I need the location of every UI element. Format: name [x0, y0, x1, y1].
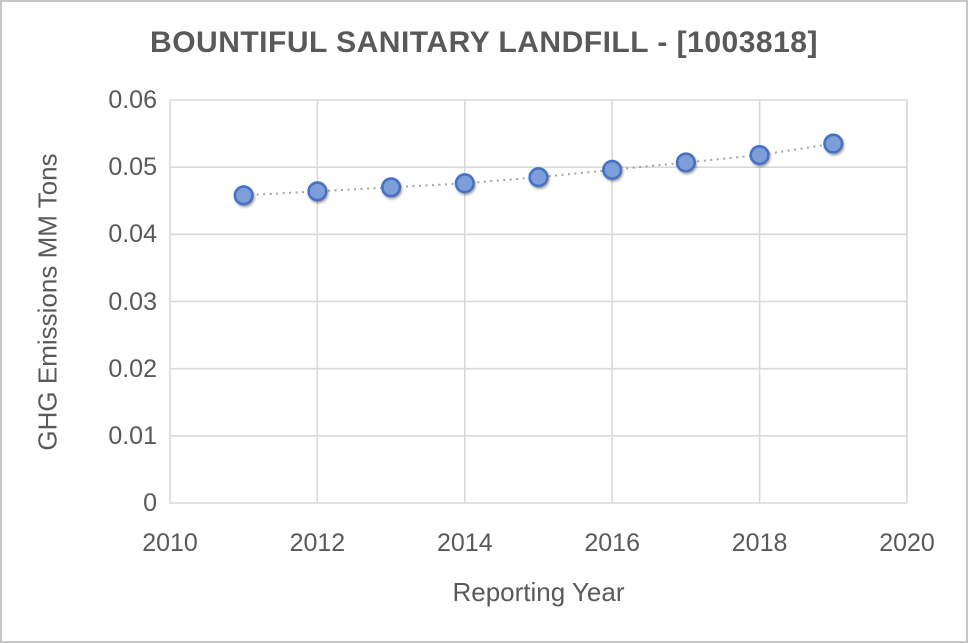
y-tick-label-0.04: 0.04 — [108, 220, 157, 249]
x-tick-label-2010: 2010 — [142, 529, 198, 557]
data-point-2012 — [307, 181, 328, 202]
y-tick-label-0.03: 0.03 — [108, 287, 157, 316]
y-axis-title-text: GHG Emissions MM Tons — [32, 153, 63, 451]
x-tick-label-2014: 2014 — [436, 529, 493, 557]
y-tick-label-0.06: 0.06 — [108, 86, 157, 114]
x-tick-label-2012: 2012 — [289, 529, 346, 557]
y-tick-label-0.01: 0.01 — [108, 421, 157, 450]
data-point-2018 — [749, 144, 770, 166]
x-axis-title: Reporting Year — [452, 577, 625, 607]
data-point-2019 — [823, 133, 844, 154]
gridlines — [169, 99, 908, 504]
y-tick-label-0.05: 0.05 — [108, 153, 157, 182]
data-point-2014 — [454, 173, 475, 194]
x-tick-label-2020: 2020 — [879, 529, 935, 557]
data-point-2016 — [602, 159, 623, 180]
x-tick-label-2016: 2016 — [584, 529, 640, 557]
data-point-2011 — [233, 185, 254, 206]
x-tick-label-2018: 2018 — [731, 529, 788, 557]
trend-polyline — [243, 142, 834, 197]
data-point-markers — [233, 133, 844, 206]
chart-title: BOUNTIFUL SANITARY LANDFILL - [1003818] — [150, 26, 818, 59]
trend-dotted-line — [243, 142, 834, 197]
data-point-2017 — [675, 152, 697, 173]
y-tick-label-0: 0 — [143, 489, 157, 517]
y-tick-label-0.02: 0.02 — [108, 354, 157, 383]
data-point-2013 — [381, 177, 402, 198]
data-point-2015 — [528, 167, 549, 188]
